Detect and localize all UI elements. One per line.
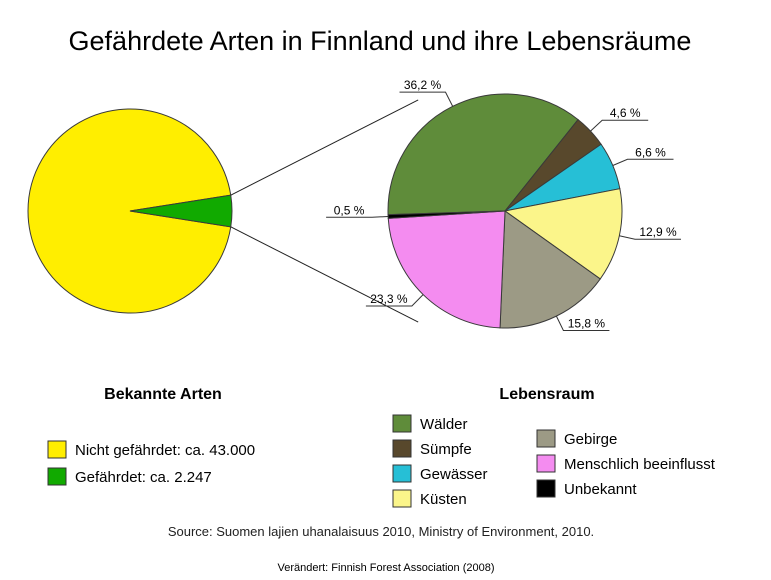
species-pie xyxy=(27,108,233,314)
legend-item-gefaehrdet-ca-2-247-swatch xyxy=(47,467,67,486)
leader-line-gebirge xyxy=(555,315,610,331)
legend-item-waelder-swatch xyxy=(392,414,412,433)
habitat-percent-labels: 36,2 % 4,6 % 6,6 % 12,9 % 15,8 % 23,3 % 0,5 % xyxy=(326,78,681,331)
pct-label-suempfe: 4,6 % xyxy=(610,106,641,120)
legend-item-nicht-gefaehrdet-ca-43-000-label: Nicht gefährdet: ca. 43.000 xyxy=(75,442,255,459)
pct-label-gewaesser: 6,6 % xyxy=(635,145,666,159)
pie-slice-gebirge xyxy=(499,210,601,329)
legend-item-gebirge-swatch xyxy=(536,429,556,448)
leader-line-menschlich-beeinflusst xyxy=(365,294,424,307)
leader-line-suempfe xyxy=(590,119,649,132)
leader-line-unbekannt xyxy=(326,216,389,218)
habitat-pie xyxy=(387,93,623,329)
footer-note: Verändert: Finnish Forest Association (2… xyxy=(277,562,494,574)
legend-habitat: Wälder Sümpfe Gewässer Küsten Gebirge Menschl… xyxy=(392,414,716,508)
pct-label-waelder: 36,2 % xyxy=(404,78,442,92)
leader-line-kuesten xyxy=(619,235,681,240)
leader-line-gewaesser xyxy=(612,158,674,166)
pct-label-unbekannt: 0,5 % xyxy=(334,203,365,217)
legend-title-habitat: Lebensraum xyxy=(499,386,594,403)
legend-item-gewaesser-swatch xyxy=(392,464,412,483)
pie-slice-kuesten xyxy=(503,188,623,280)
legend-item-waelder-label: Wälder xyxy=(420,416,468,433)
legend-species: Nicht gefährdet: ca. 43.000 Gefährdet: ca… xyxy=(47,440,255,486)
source-note: Source: Suomen lajien uhanalaisuus 2010,… xyxy=(168,524,594,539)
legend-item-suempfe-swatch xyxy=(392,439,412,458)
legend-item-nicht-gefaehrdet-ca-43-000-swatch xyxy=(47,440,67,459)
connector-line-bottom xyxy=(230,226,419,323)
pie-slice-nicht-gefaehrdet-ca-43-000 xyxy=(27,108,232,314)
pie-slice-unbekannt xyxy=(387,210,506,219)
pie-slice-gefaehrdet-ca-2-247 xyxy=(129,194,233,228)
connector-line-top xyxy=(230,99,419,196)
legend-item-gefaehrdet-ca-2-247-label: Gefährdet: ca. 2.247 xyxy=(75,469,212,486)
legend-item-gebirge-label: Gebirge xyxy=(564,431,617,448)
legend-item-gewaesser-label: Gewässer xyxy=(420,466,488,483)
legend-item-kuesten-swatch xyxy=(392,489,412,508)
leader-line-waelder xyxy=(399,91,454,107)
legend-item-menschlich-beeinflusst-swatch xyxy=(536,454,556,473)
legend-item-kuesten-label: Küsten xyxy=(420,491,467,508)
pct-label-gebirge: 15,8 % xyxy=(568,317,606,331)
legend-item-suempfe-label: Sümpfe xyxy=(420,441,472,458)
legend-title-species: Bekannte Arten xyxy=(104,386,222,403)
pct-label-kuesten: 12,9 % xyxy=(639,225,677,239)
legend-item-menschlich-beeinflusst-label: Menschlich beeinflusst xyxy=(564,456,716,473)
pie-slice-menschlich-beeinflusst xyxy=(387,210,506,329)
pct-label-menschlich-beeinflusst: 23,3 % xyxy=(370,292,408,306)
chart-title: Gefährdete Arten in Finnland und ihre Le… xyxy=(69,26,692,56)
legend-item-unbekannt-swatch xyxy=(536,479,556,498)
legend-item-unbekannt-label: Unbekannt xyxy=(564,481,637,498)
